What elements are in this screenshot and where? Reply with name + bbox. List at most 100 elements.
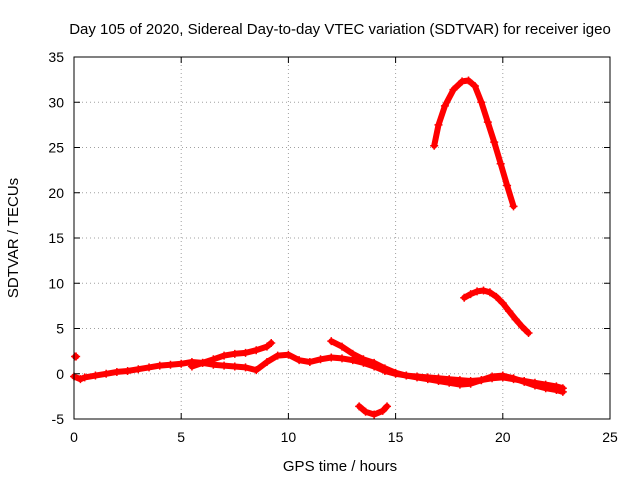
data-point bbox=[496, 159, 505, 168]
data-point bbox=[383, 402, 392, 411]
y-tick-label: -5 bbox=[52, 411, 65, 427]
data-point bbox=[470, 81, 479, 90]
x-tick-label: 5 bbox=[177, 429, 185, 445]
data-point bbox=[483, 118, 492, 127]
data-point bbox=[112, 367, 121, 376]
data-point bbox=[434, 376, 443, 385]
data-point bbox=[348, 349, 357, 358]
data-point bbox=[230, 362, 239, 371]
data-point bbox=[262, 342, 271, 351]
data-point bbox=[505, 307, 514, 316]
data-point bbox=[391, 368, 400, 377]
data-point bbox=[155, 361, 164, 370]
data-point bbox=[423, 375, 432, 384]
data-point bbox=[498, 299, 507, 308]
data-point bbox=[220, 361, 229, 370]
y-tick-label: 5 bbox=[56, 321, 64, 337]
data-point bbox=[209, 355, 218, 364]
data-point bbox=[76, 375, 85, 384]
y-tick-label: 20 bbox=[48, 185, 64, 201]
y-tick-label: 30 bbox=[48, 94, 64, 110]
data-point bbox=[91, 371, 100, 380]
data-point bbox=[262, 357, 271, 366]
data-point bbox=[524, 329, 533, 338]
data-point bbox=[252, 366, 261, 375]
data-point bbox=[485, 288, 494, 297]
data-point bbox=[361, 407, 370, 416]
y-tick-label: 15 bbox=[48, 230, 64, 246]
y-axis-label: SDTVAR / TECUs bbox=[5, 178, 22, 298]
x-tick-label: 15 bbox=[388, 429, 404, 445]
data-point bbox=[252, 346, 261, 355]
data-point bbox=[338, 342, 346, 351]
data-point bbox=[440, 101, 449, 110]
data-point bbox=[509, 202, 518, 211]
data-point bbox=[477, 376, 486, 385]
ticks-layer: 0 5 10 15 20 25 -5 0 5 10 15 20 25 30 35 bbox=[48, 49, 618, 445]
data-point bbox=[402, 371, 411, 380]
data-point bbox=[479, 286, 488, 295]
data-point bbox=[327, 337, 336, 346]
data-point bbox=[445, 378, 454, 387]
data-point bbox=[434, 120, 443, 129]
data-point bbox=[134, 365, 143, 374]
data-point bbox=[72, 352, 81, 361]
x-tick-label: 25 bbox=[602, 429, 618, 445]
data-point bbox=[492, 292, 501, 301]
data-point bbox=[518, 322, 527, 331]
data-point bbox=[273, 351, 282, 360]
data-point bbox=[509, 374, 518, 383]
x-tick-label: 20 bbox=[495, 429, 511, 445]
y-tick-label: 35 bbox=[48, 49, 64, 65]
data-point bbox=[166, 360, 175, 369]
data-point bbox=[473, 287, 482, 296]
data-point bbox=[370, 358, 379, 367]
data-point bbox=[241, 363, 250, 372]
data-point bbox=[541, 384, 550, 393]
data-point bbox=[198, 358, 207, 367]
data-point bbox=[466, 290, 475, 299]
grid-layer bbox=[74, 57, 610, 419]
data-point bbox=[498, 371, 507, 380]
data-point bbox=[558, 387, 567, 396]
data-point bbox=[267, 338, 276, 347]
data-point bbox=[145, 363, 154, 372]
data-point bbox=[530, 381, 539, 390]
y-tick-label: 25 bbox=[48, 140, 64, 156]
data-point bbox=[449, 85, 458, 94]
data-point bbox=[220, 351, 229, 360]
data-layer bbox=[70, 76, 567, 419]
x-tick-label: 0 bbox=[70, 429, 78, 445]
data-point bbox=[511, 315, 520, 324]
data-point bbox=[503, 181, 512, 190]
data-point bbox=[455, 380, 464, 389]
data-point bbox=[380, 364, 389, 373]
data-point bbox=[241, 348, 250, 357]
data-point bbox=[355, 402, 364, 411]
data-point bbox=[305, 357, 314, 366]
data-point bbox=[123, 367, 132, 376]
chart-title: Day 105 of 2020, Sidereal Day-to-day VTE… bbox=[69, 21, 611, 38]
data-point bbox=[477, 98, 486, 107]
data-point bbox=[413, 373, 422, 382]
data-point bbox=[327, 353, 336, 362]
data-point bbox=[316, 355, 325, 364]
y-tick-label: 0 bbox=[56, 366, 64, 382]
data-point bbox=[378, 406, 387, 415]
data-point bbox=[490, 138, 499, 147]
data-point bbox=[370, 410, 379, 419]
series-segment-6 bbox=[431, 77, 517, 210]
data-point bbox=[458, 77, 467, 86]
y-tick-label: 10 bbox=[48, 275, 64, 291]
data-point bbox=[552, 386, 561, 395]
x-tick-label: 10 bbox=[281, 429, 297, 445]
data-point bbox=[295, 356, 304, 365]
data-point bbox=[187, 362, 196, 371]
data-point bbox=[430, 141, 439, 150]
data-point bbox=[284, 350, 293, 359]
data-point bbox=[359, 355, 368, 364]
data-point bbox=[80, 373, 89, 382]
data-point bbox=[466, 379, 475, 388]
